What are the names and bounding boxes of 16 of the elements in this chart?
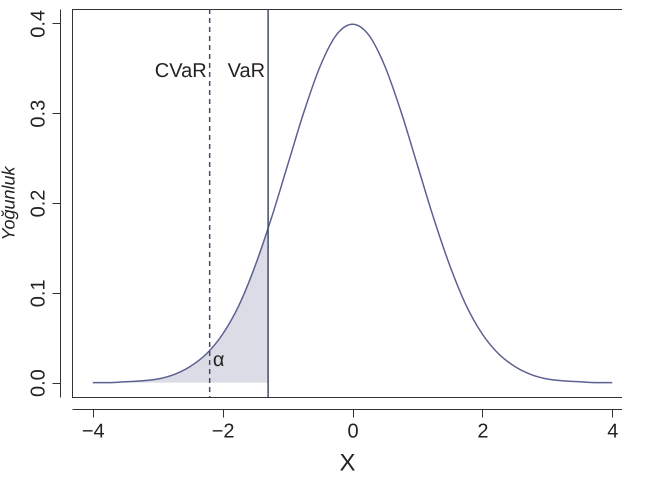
y-tick-label: 0.2 xyxy=(28,190,50,218)
y-tick-label: 0.0 xyxy=(28,369,50,398)
line-series xyxy=(92,24,614,384)
y-tick-label: 0.3 xyxy=(28,100,50,128)
x-tick-label: −4 xyxy=(82,420,105,442)
x-tick-label: −2 xyxy=(212,420,235,442)
ref-line-label: CVaR xyxy=(154,60,207,82)
x-tick-label: 4 xyxy=(607,420,618,442)
annotation: α xyxy=(212,348,224,371)
y-axis-title: Yoğunluk xyxy=(0,165,18,241)
ref-line-label: VaR xyxy=(228,60,266,82)
y-tick-label: 0.4 xyxy=(28,10,50,38)
x-tick-label: 2 xyxy=(477,420,488,442)
x-axis-title: X xyxy=(339,450,356,476)
x-tick-label: 0 xyxy=(347,420,359,442)
y-tick-label: 0.1 xyxy=(28,279,50,308)
